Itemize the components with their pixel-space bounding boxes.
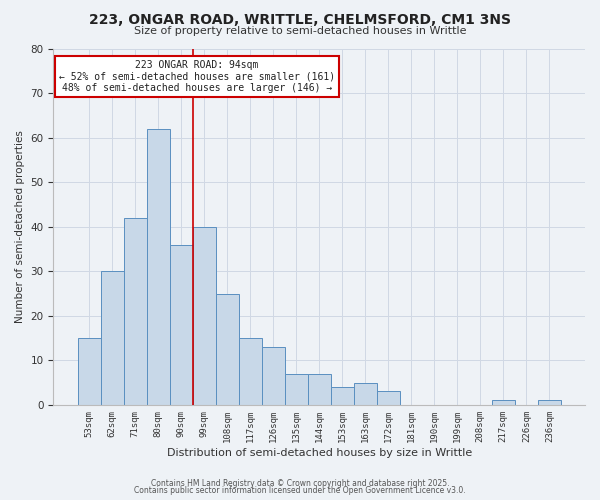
Bar	[215, 294, 239, 405]
Text: Contains HM Land Registry data © Crown copyright and database right 2025.: Contains HM Land Registry data © Crown c…	[151, 478, 449, 488]
Bar	[331, 387, 354, 405]
Text: Contains public sector information licensed under the Open Government Licence v3: Contains public sector information licen…	[134, 486, 466, 495]
Bar	[146, 129, 170, 405]
Bar	[193, 227, 215, 405]
Text: 223 ONGAR ROAD: 94sqm
← 52% of semi-detached houses are smaller (161)
48% of sem: 223 ONGAR ROAD: 94sqm ← 52% of semi-deta…	[59, 60, 335, 93]
Bar	[262, 347, 284, 405]
Bar	[538, 400, 561, 405]
Bar	[492, 400, 515, 405]
X-axis label: Distribution of semi-detached houses by size in Writtle: Distribution of semi-detached houses by …	[167, 448, 472, 458]
Bar	[101, 272, 124, 405]
Bar	[170, 244, 193, 405]
Bar	[308, 374, 331, 405]
Bar	[239, 338, 262, 405]
Bar	[284, 374, 308, 405]
Bar	[354, 382, 377, 405]
Text: 223, ONGAR ROAD, WRITTLE, CHELMSFORD, CM1 3NS: 223, ONGAR ROAD, WRITTLE, CHELMSFORD, CM…	[89, 12, 511, 26]
Bar	[124, 218, 146, 405]
Text: Size of property relative to semi-detached houses in Writtle: Size of property relative to semi-detach…	[134, 26, 466, 36]
Y-axis label: Number of semi-detached properties: Number of semi-detached properties	[15, 130, 25, 324]
Bar	[377, 392, 400, 405]
Bar	[77, 338, 101, 405]
